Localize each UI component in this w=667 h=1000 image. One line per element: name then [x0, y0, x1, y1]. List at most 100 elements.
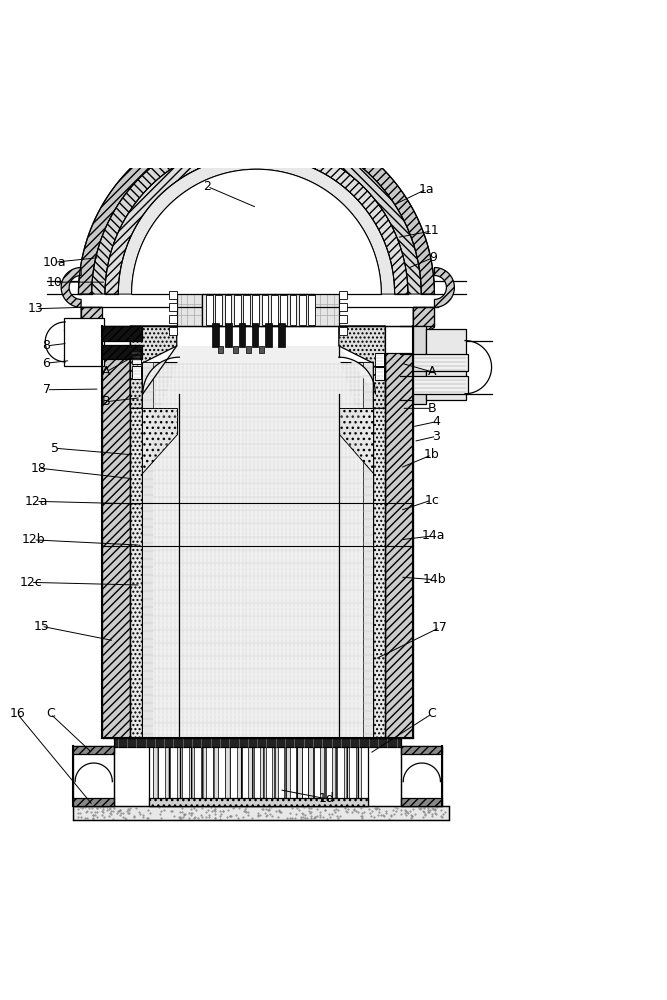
Text: 17: 17 — [432, 621, 448, 634]
Bar — [339, 291, 347, 299]
Bar — [131, 351, 141, 364]
Polygon shape — [414, 307, 434, 326]
Text: 1a: 1a — [419, 183, 434, 196]
Bar — [246, 346, 251, 353]
Bar — [218, 346, 223, 353]
Bar — [165, 747, 170, 804]
Bar — [233, 346, 238, 353]
Bar — [73, 798, 114, 806]
Text: 12c: 12c — [19, 576, 42, 589]
Bar — [169, 327, 177, 335]
Bar — [426, 329, 466, 400]
Bar — [149, 798, 368, 806]
Polygon shape — [81, 307, 102, 326]
Bar — [375, 353, 384, 366]
Bar — [414, 354, 468, 371]
Bar — [284, 747, 289, 804]
Text: 6: 6 — [43, 357, 51, 370]
Text: 10: 10 — [47, 276, 63, 289]
Bar — [73, 746, 114, 754]
Bar — [73, 746, 114, 806]
Bar — [215, 295, 222, 325]
Text: 14b: 14b — [423, 573, 446, 586]
Text: 11: 11 — [424, 224, 440, 237]
Polygon shape — [143, 346, 376, 738]
Bar — [296, 747, 301, 804]
Bar — [308, 747, 313, 804]
Text: 4: 4 — [432, 415, 440, 428]
Bar — [272, 747, 277, 804]
Bar — [213, 747, 218, 804]
Bar — [261, 295, 268, 325]
Bar — [225, 295, 231, 325]
Bar — [308, 295, 315, 325]
Bar — [225, 747, 230, 804]
Bar — [386, 353, 414, 738]
Polygon shape — [61, 268, 81, 307]
Bar — [414, 376, 468, 394]
Bar — [356, 747, 362, 804]
Bar — [339, 327, 347, 335]
Bar — [206, 295, 213, 325]
Polygon shape — [339, 408, 374, 473]
Polygon shape — [130, 326, 177, 408]
Bar — [212, 323, 219, 347]
Bar — [177, 747, 182, 804]
Text: 7: 7 — [43, 383, 51, 396]
Bar — [253, 295, 259, 325]
Text: 12b: 12b — [21, 533, 45, 546]
Bar — [153, 747, 158, 804]
Text: 1d: 1d — [319, 792, 335, 805]
Text: A: A — [102, 365, 111, 378]
Bar — [260, 747, 265, 804]
Polygon shape — [414, 307, 434, 353]
Bar — [332, 747, 338, 804]
Text: 2: 2 — [203, 180, 211, 193]
Bar — [102, 345, 142, 359]
Bar — [339, 303, 347, 311]
Text: 14a: 14a — [422, 529, 445, 542]
Text: C: C — [428, 707, 436, 720]
Text: A: A — [428, 365, 436, 378]
Bar — [177, 293, 339, 326]
Bar — [142, 362, 153, 738]
Polygon shape — [105, 143, 408, 294]
Bar — [402, 746, 442, 754]
Bar — [259, 346, 264, 353]
Text: 9: 9 — [429, 251, 437, 264]
Polygon shape — [118, 156, 395, 294]
Text: 16: 16 — [9, 707, 25, 720]
Text: 8: 8 — [43, 339, 51, 352]
Text: 12a: 12a — [24, 495, 47, 508]
Text: B: B — [428, 402, 436, 415]
Text: B: B — [102, 395, 111, 408]
Bar — [234, 295, 241, 325]
Text: 18: 18 — [31, 462, 47, 475]
Bar — [271, 295, 277, 325]
Text: 13: 13 — [28, 302, 44, 315]
Text: 3: 3 — [432, 430, 440, 443]
Bar — [243, 295, 250, 325]
Text: 15: 15 — [33, 620, 49, 633]
Bar — [320, 747, 325, 804]
Polygon shape — [339, 326, 386, 408]
Bar — [142, 362, 374, 738]
Bar — [225, 323, 232, 347]
Polygon shape — [142, 408, 177, 473]
Polygon shape — [434, 268, 454, 307]
Bar — [169, 315, 177, 323]
Bar — [202, 294, 313, 326]
Bar — [252, 323, 258, 347]
Bar — [131, 366, 141, 379]
Bar — [344, 747, 350, 804]
Bar — [414, 326, 426, 404]
Text: 5: 5 — [51, 442, 59, 455]
Bar — [64, 318, 103, 366]
Bar — [249, 747, 253, 804]
Bar — [73, 806, 449, 820]
Bar — [114, 738, 402, 747]
Bar — [169, 303, 177, 311]
Bar — [102, 353, 130, 738]
Bar — [374, 353, 386, 738]
Bar — [201, 747, 206, 804]
